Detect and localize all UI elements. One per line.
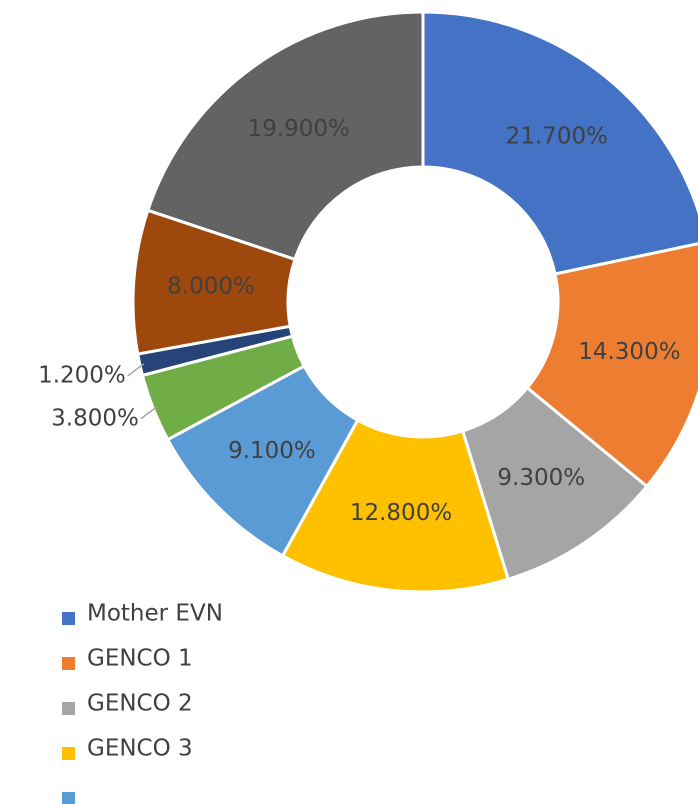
legend-label: GENCO 1 <box>87 646 193 672</box>
data-label: 3.800% <box>51 405 139 431</box>
leader-line <box>127 363 145 377</box>
donut-segment <box>145 10 425 262</box>
legend-swatch <box>62 702 75 715</box>
data-label: 19.900% <box>248 116 350 142</box>
data-label: 9.300% <box>497 465 585 491</box>
data-label: 9.100% <box>228 438 316 464</box>
legend-swatch <box>62 612 75 625</box>
donut-segment <box>525 242 698 489</box>
leader-line <box>140 406 158 420</box>
legend-label: Mother EVN <box>87 601 223 627</box>
donut-segment <box>280 418 511 594</box>
donut-segment <box>421 10 698 276</box>
legend-swatch <box>62 657 75 670</box>
data-label: 8.000% <box>167 274 255 300</box>
data-label: 1.200% <box>38 362 126 388</box>
data-label: 14.300% <box>578 339 680 365</box>
legend-label: GENCO 2 <box>87 691 193 717</box>
legend-swatch <box>62 792 75 804</box>
legend-swatch <box>62 747 75 760</box>
data-label: 21.700% <box>506 123 608 149</box>
legend-label: GENCO 3 <box>87 736 193 762</box>
data-label: 12.800% <box>350 500 452 526</box>
